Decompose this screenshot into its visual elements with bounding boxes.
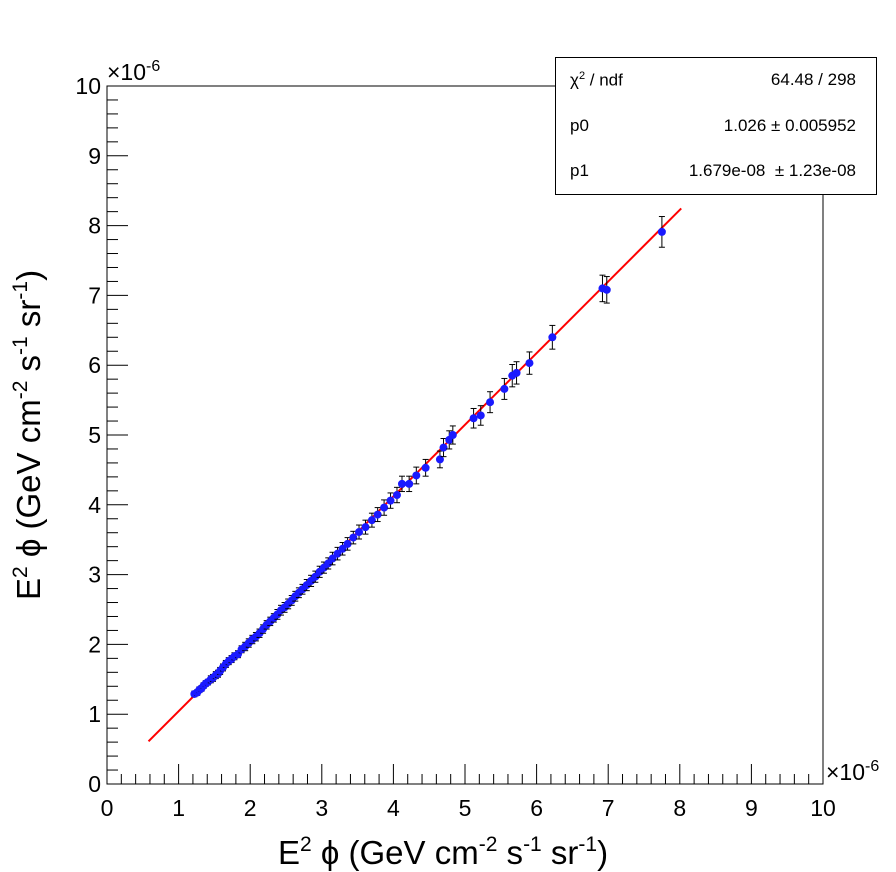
p0-value: 1.026 ± 0.005952: [723, 116, 856, 135]
x-tick-label: 7: [602, 795, 615, 821]
data-point: [469, 407, 478, 429]
data-marker: [657, 227, 666, 236]
data-point: [448, 425, 457, 445]
data-point: [439, 437, 448, 458]
data-marker: [435, 455, 444, 464]
data-point: [412, 466, 421, 485]
data-point: [476, 405, 485, 426]
data-marker: [486, 398, 495, 407]
data-point: [380, 499, 389, 516]
y-tick-label: 9: [88, 143, 101, 169]
x-tick-label: 9: [745, 795, 758, 821]
y-tick-label: 6: [88, 352, 101, 378]
axes-group: 0 1 2 3 4 5 6 7 8 9 10 0 1 2 3 4 5 6 7 8 9 10: [75, 73, 835, 821]
data-point: [328, 551, 337, 566]
data-marker: [333, 549, 342, 558]
x-axis-label: E2 ϕ (GeV cm-2 s-1 sr-1): [278, 833, 608, 871]
y-tick-label: 0: [88, 771, 101, 797]
stats-row-p0: p0 1.026 ± 0.005952: [570, 116, 856, 142]
data-marker: [448, 431, 457, 439]
x-tick-label: 6: [530, 795, 543, 821]
data-marker: [367, 516, 376, 525]
data-marker: [392, 491, 401, 500]
data-marker: [328, 554, 337, 563]
y-tick-label: 7: [88, 282, 101, 308]
y-tick-label: 8: [88, 213, 101, 239]
data-marker: [380, 503, 389, 512]
data-marker: [349, 533, 358, 542]
x-tick-label: 5: [459, 795, 472, 821]
y-tick-label: 5: [88, 422, 101, 448]
y-tick-label: 2: [88, 631, 101, 657]
data-marker: [469, 414, 478, 423]
stats-row-p1: p1 1.679e-08 ± 1.23e-08: [570, 161, 856, 187]
data-marker: [512, 368, 521, 377]
data-marker: [476, 411, 485, 420]
data-point: [298, 583, 307, 595]
data-marker: [405, 479, 414, 488]
chi2-ndf-value: 64.48 / 298: [770, 70, 856, 89]
fit-statistics-box: χ2 / ndf 64.48 / 298 p0 1.026 ± 0.005952…: [555, 57, 877, 195]
x-tick-label: 1: [172, 795, 185, 821]
chi2-ndf-key: χ2 / ndf: [570, 70, 623, 90]
data-point: [602, 276, 611, 304]
data-marker: [439, 443, 448, 452]
data-point: [525, 351, 534, 375]
data-point: [405, 475, 414, 493]
data-marker: [355, 528, 364, 537]
data-marker: [338, 544, 347, 553]
y-axis-label: E2 ϕ (GeV cm-2 s-1 sr-1): [9, 270, 47, 600]
data-marker: [525, 359, 534, 368]
x-tick-label: 2: [244, 795, 257, 821]
data-point: [355, 524, 364, 540]
data-marker: [500, 384, 509, 393]
x-tick-label: 4: [387, 795, 400, 821]
y-tick-label: 1: [88, 701, 101, 727]
data-point: [361, 519, 370, 535]
data-marker: [421, 463, 430, 472]
data-marker: [412, 471, 421, 480]
x-tick-label: 8: [673, 795, 686, 821]
y-tick-label: 3: [88, 562, 101, 588]
data-point: [373, 507, 382, 523]
data-marker: [602, 285, 611, 294]
data-point: [512, 361, 521, 385]
y-tick-label: 4: [88, 492, 101, 518]
p0-key: p0: [570, 116, 589, 135]
data-point: [338, 541, 347, 556]
data-marker: [397, 479, 406, 488]
data-point: [421, 458, 430, 477]
data-marker: [373, 510, 382, 519]
data-point: [486, 391, 495, 414]
data-points-group: [190, 216, 666, 698]
data-point: [548, 324, 557, 350]
data-point: [500, 377, 509, 400]
p1-value: 1.679e-08 ± 1.23e-08: [688, 161, 856, 180]
p1-key: p1: [570, 161, 589, 180]
data-point: [397, 475, 406, 493]
data-point: [657, 216, 666, 248]
data-point: [386, 492, 395, 509]
y-axis-multiplier: ×10-6: [107, 58, 160, 85]
data-marker: [343, 539, 352, 548]
data-marker: [386, 496, 395, 505]
stats-row-chi2: χ2 / ndf 64.48 / 298: [570, 70, 856, 96]
x-tick-label: 3: [315, 795, 328, 821]
data-marker: [548, 333, 557, 342]
y-tick-label: 10: [75, 73, 101, 99]
data-marker: [361, 523, 370, 532]
x-tick-label: 0: [101, 795, 114, 821]
x-tick-label: 10: [810, 795, 836, 821]
data-point: [392, 486, 401, 504]
x-axis-multiplier: ×10-6: [826, 758, 879, 785]
